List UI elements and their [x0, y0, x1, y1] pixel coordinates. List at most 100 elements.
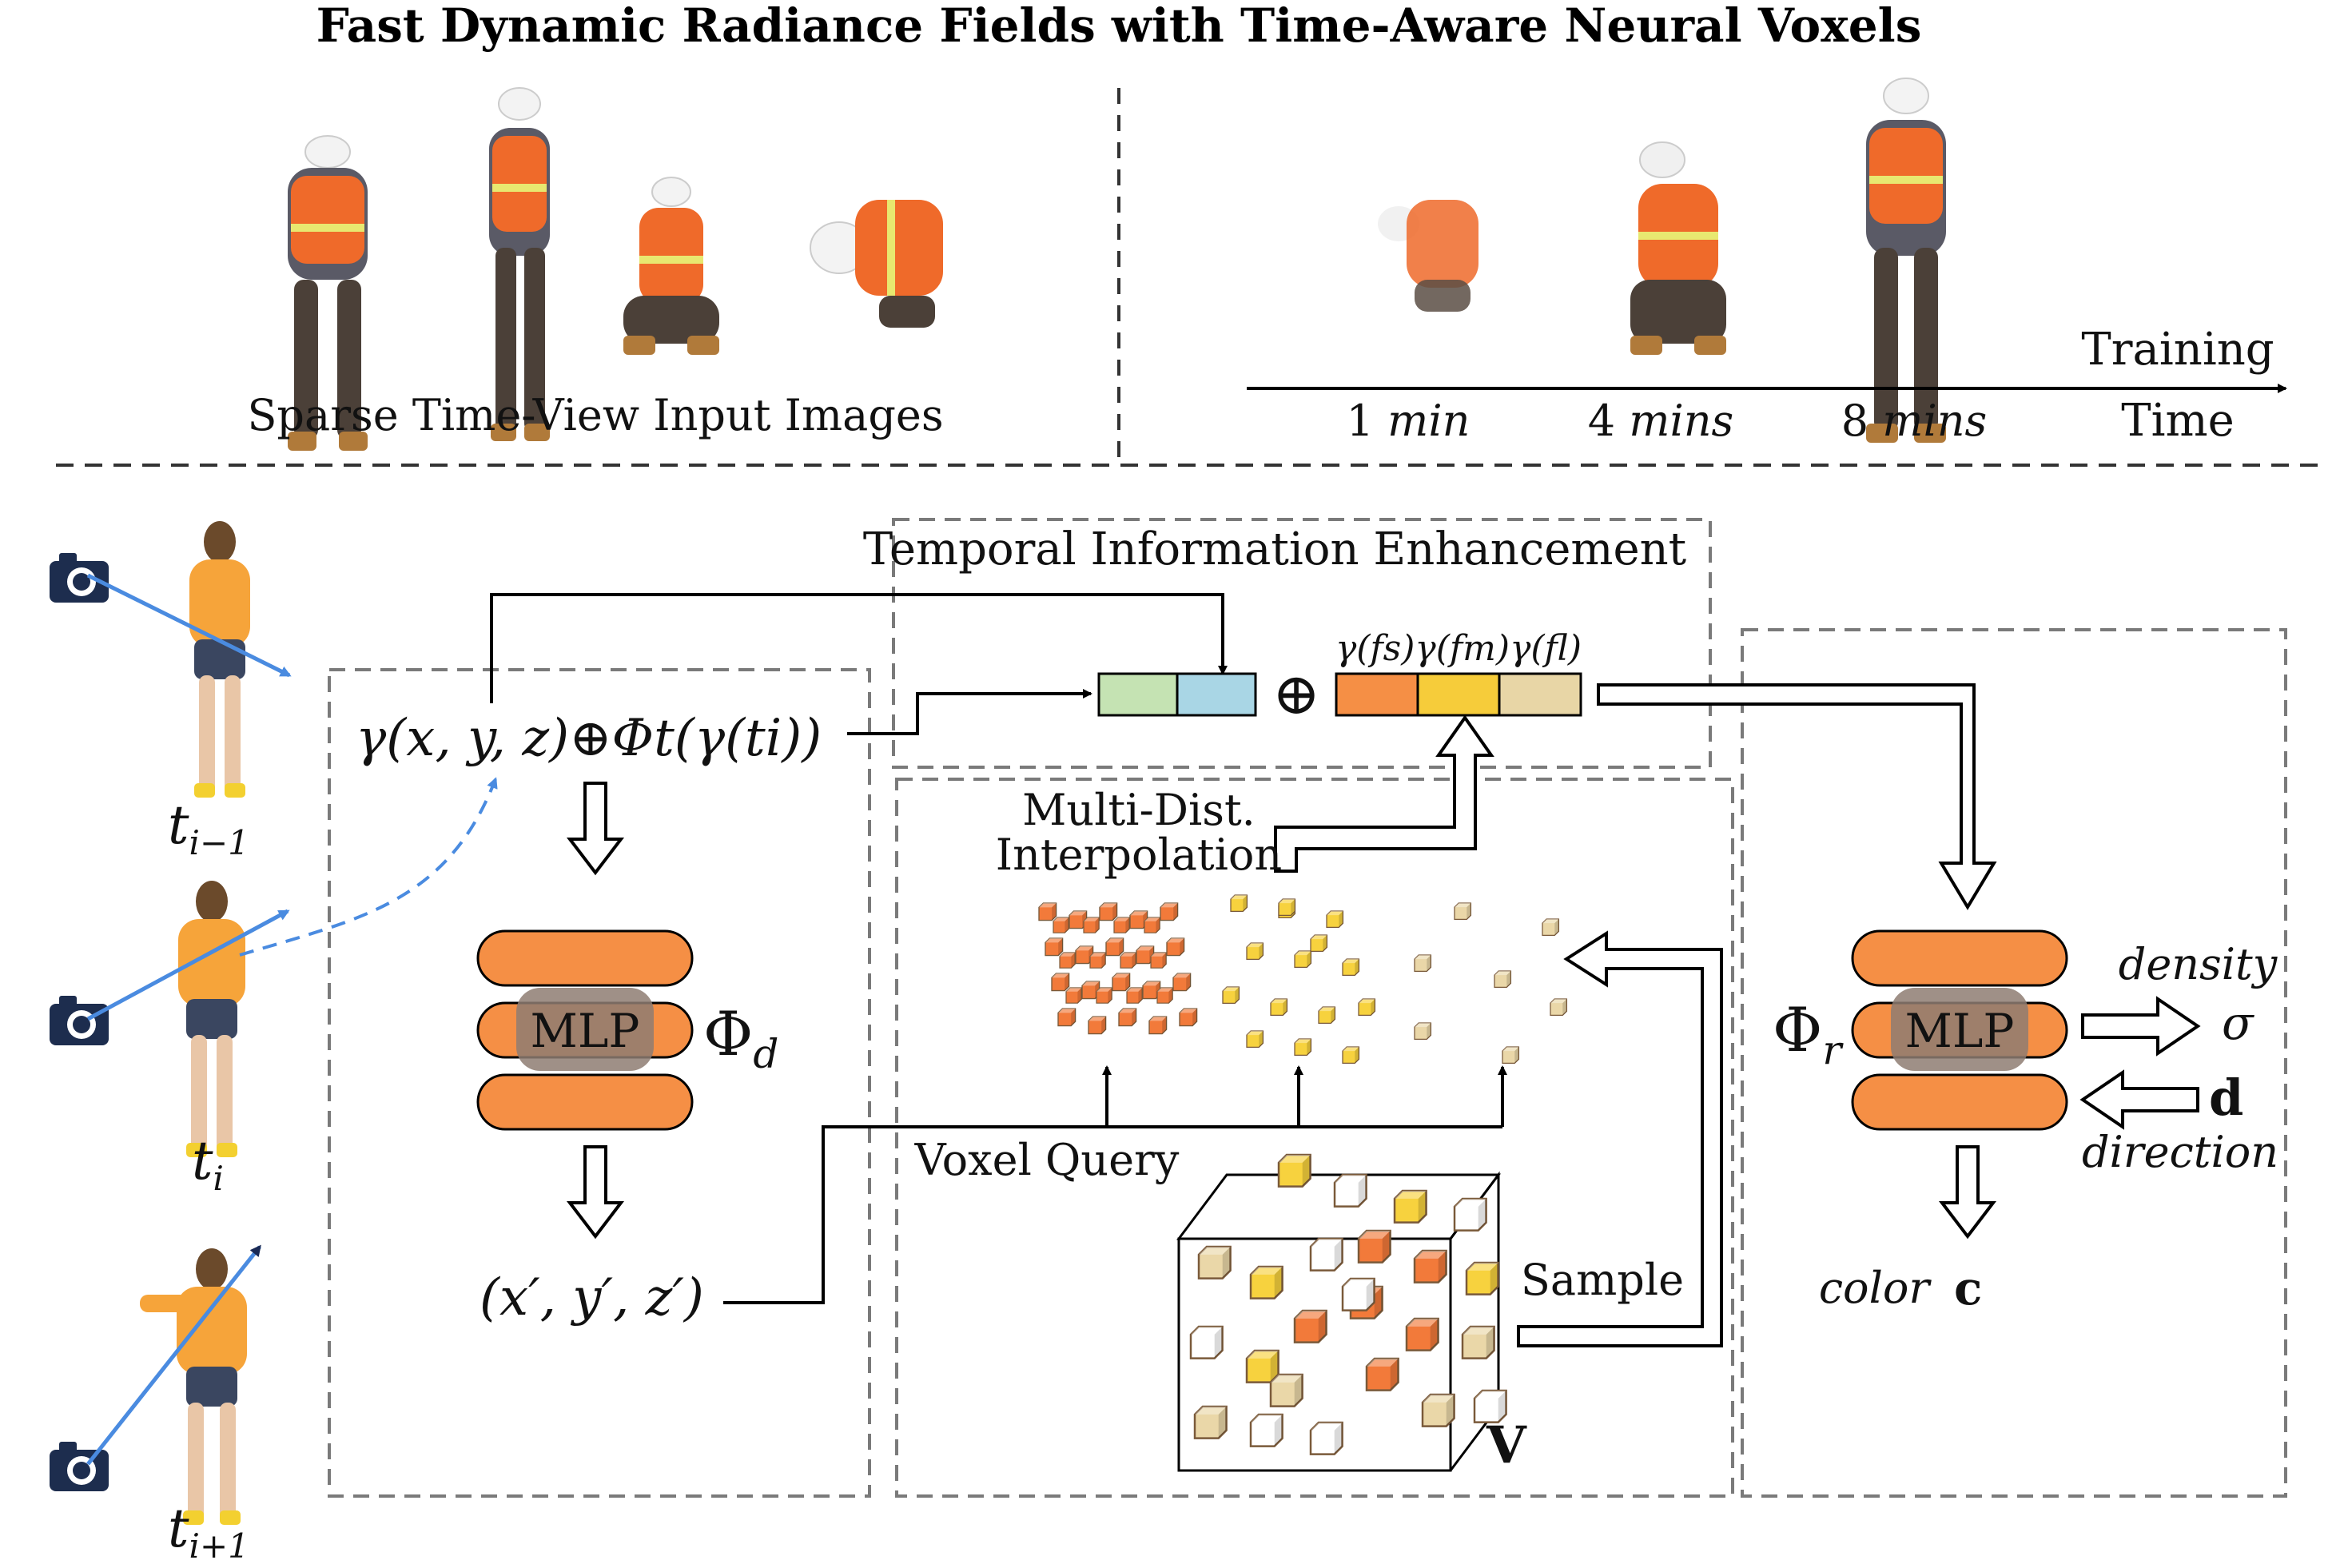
time-label-prev: ti−1 [168, 794, 249, 862]
voxel-cell [1245, 1349, 1279, 1383]
direction-input-arrow [2079, 1069, 2199, 1130]
mlp-label: MLP [531, 1004, 640, 1058]
voxel-cube-sparse [1414, 954, 1432, 973]
tick-1min: 1 min [1347, 396, 1470, 446]
voxel-cube-dense [1089, 952, 1106, 969]
training-progress-figures [1378, 78, 1946, 443]
tick-8mins: 8 mins [1841, 396, 1988, 446]
voxel-cube-dense [1120, 952, 1136, 969]
voxel-cell [1421, 1393, 1455, 1427]
voxel-cell [1365, 1357, 1399, 1391]
voxel-cell [1333, 1173, 1367, 1208]
voxel-cube-medium [1310, 934, 1328, 953]
color-symbol: c [1954, 1261, 1982, 1315]
voxel-cube-dense [1112, 973, 1131, 992]
voxel-cell [1249, 1265, 1283, 1299]
camera-views [50, 521, 498, 1525]
camera-ray [86, 1244, 261, 1466]
voxel-cube-dense [1156, 987, 1173, 1004]
voxel-cube-sparse [1550, 998, 1568, 1017]
voxel-cube-medium [1270, 998, 1288, 1017]
voxel-cube-dense [1057, 1008, 1077, 1027]
arrow-mlp-to-output [568, 1145, 623, 1238]
interp-label-line1: Multi-Dist. [1022, 785, 1256, 835]
tick-4mins: 4 mins [1588, 396, 1734, 446]
voxel-cube-dense [1144, 917, 1160, 933]
camera-ray [86, 909, 290, 1021]
voxel-cube-medium [1246, 942, 1264, 961]
voxel-grid-label: V [1486, 1415, 1527, 1475]
voxel-cube-sparse [1542, 918, 1560, 937]
camera-icon [50, 553, 109, 603]
deformation-box [328, 668, 871, 1498]
worker-figure [288, 135, 368, 451]
time-label-current: ti [192, 1130, 224, 1198]
voxel-cube-medium [1318, 1006, 1336, 1025]
voxel-cube-medium [1326, 910, 1344, 929]
voxel-cube-dense [1150, 952, 1167, 969]
sample-arrow [1517, 930, 1723, 1347]
sparse-voxel-grid [1414, 902, 1568, 1065]
voxel-cube-dense [1088, 1016, 1107, 1035]
dense-voxel-grid [1038, 902, 1198, 1035]
worker-figure [623, 177, 719, 355]
voxel-cell [1393, 1189, 1427, 1224]
deform-input-expression: γ(x, y, z)⊕Φt(γ(ti)) [356, 709, 822, 768]
figure-title: Fast Dynamic Radiance Fields with Time-A… [316, 0, 1922, 53]
time-feature-vector [1097, 672, 1257, 717]
feature-to-render-arrow [1597, 683, 1997, 910]
voxel-cube-sparse [1454, 902, 1472, 921]
voxel-cube-medium [1294, 1038, 1312, 1057]
voxel-cell [1189, 1325, 1224, 1359]
voxel-cube-dense [1051, 973, 1070, 992]
deformed-position: (x′, y′, z′) [480, 1268, 704, 1327]
voxel-cube-medium [1342, 958, 1360, 977]
voxel-cube-dense [1166, 937, 1185, 957]
voxel-cube-dense [1065, 987, 1082, 1004]
voxel-query-line [723, 1125, 1502, 1304]
voxel-cell [1309, 1237, 1343, 1272]
input-figures [288, 87, 943, 451]
voxel-query-label: Voxel Query [914, 1135, 1180, 1185]
voxel-cell [1197, 1245, 1232, 1279]
camera-icon [50, 996, 109, 1045]
multi-distance-feature-vector [1335, 672, 1582, 717]
voxel-cube-dense [1148, 1016, 1168, 1035]
phi-d-label: Φd [703, 998, 778, 1077]
sigma-symbol: σ [2222, 996, 2254, 1050]
voxel-cell [1341, 1277, 1375, 1311]
voxel-box [895, 778, 1734, 1498]
voxel-cube-medium [1342, 1046, 1360, 1065]
voxel-cube [1176, 1153, 1507, 1472]
voxel-cube-dense [1038, 902, 1057, 921]
voxel-cube-dense [1045, 937, 1064, 957]
voxel-cube-dense [1053, 917, 1069, 933]
voxel-cube-sparse [1502, 1046, 1520, 1065]
density-label: density [2119, 939, 2278, 989]
render-mlp-label: MLP [1905, 1004, 2015, 1058]
time-label-next: ti+1 [168, 1498, 249, 1566]
concat-symbol: ⊕ [1272, 660, 1320, 727]
interp-label-line2: Interpolation [996, 830, 1282, 880]
voxel-cell [1413, 1249, 1447, 1283]
input-to-feature-connection [847, 689, 1092, 735]
voxel-cell [1405, 1317, 1439, 1351]
density-output-arrow [2081, 996, 2201, 1057]
voxel-cube-dense [1172, 973, 1192, 992]
voxel-cube-medium [1278, 898, 1296, 917]
temporal-trajectory [239, 777, 498, 957]
time-skip-connection [490, 593, 1228, 703]
voxel-cube-sparse [1494, 970, 1512, 989]
voxel-cell [1309, 1421, 1343, 1455]
color-label: color [1819, 1263, 1932, 1313]
medium-voxel-grid [1222, 894, 1376, 1065]
voxel-cube-dense [1096, 987, 1112, 1004]
voxel-cell [1269, 1373, 1303, 1407]
arrow-input-to-mlp [568, 782, 623, 874]
mlp-to-color-arrow [1940, 1145, 1995, 1238]
voxel-cube-sparse [1414, 1022, 1432, 1041]
voxel-cube-dense [1179, 1008, 1198, 1027]
voxel-cell [1293, 1309, 1327, 1343]
voxel-cell [1277, 1153, 1311, 1188]
voxel-cube-medium [1222, 986, 1240, 1005]
